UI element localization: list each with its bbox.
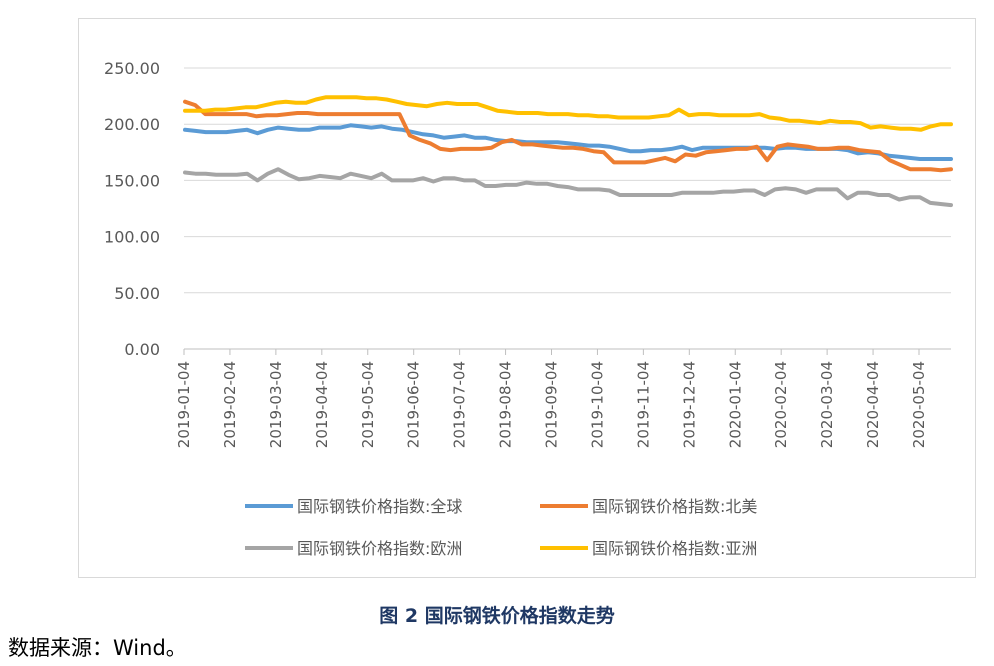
legend-item-2: 国际钢铁价格指数:欧洲 xyxy=(245,539,462,558)
y-tick-label: 200.00 xyxy=(104,115,160,134)
x-tick-label: 2019-09-04 xyxy=(543,361,561,448)
x-tick-label: 2019-02-04 xyxy=(221,361,239,448)
axes: 0.00 50.00 100.00 150.00 200.00 250.00 2019-01… xyxy=(104,59,951,448)
x-tick-label: 2019-05-04 xyxy=(359,361,377,448)
x-tick-label: 2019-01-04 xyxy=(175,361,193,448)
source-note: 数据来源：Wind。 xyxy=(8,636,187,660)
series-lines xyxy=(183,95,953,208)
legend-item-0: 国际钢铁价格指数:全球 xyxy=(245,497,462,516)
x-tick-label: 2020-05-04 xyxy=(910,361,928,448)
y-tick-label: 100.00 xyxy=(104,228,160,247)
x-tick-label: 2019-08-04 xyxy=(497,361,515,448)
x-tick-label: 2020-02-04 xyxy=(772,361,790,448)
series-line-0 xyxy=(183,123,953,161)
series-line-2 xyxy=(183,167,953,208)
legend-item-1: 国际钢铁价格指数:北美 xyxy=(540,497,757,516)
y-tick-label: 50.00 xyxy=(114,284,160,303)
figure-caption: 图 2 国际钢铁价格指数走势 xyxy=(379,605,615,627)
legend-item-3: 国际钢铁价格指数:亚洲 xyxy=(540,539,757,558)
series-line-3 xyxy=(183,95,953,132)
x-tick-label: 2020-03-04 xyxy=(818,361,836,448)
legend-label: 国际钢铁价格指数:亚洲 xyxy=(592,539,757,558)
legend-label: 国际钢铁价格指数:欧洲 xyxy=(297,539,462,558)
x-tick-label: 2019-07-04 xyxy=(451,361,469,448)
x-tick-label: 2020-04-04 xyxy=(864,361,882,448)
x-tick-label: 2019-03-04 xyxy=(267,361,285,448)
x-tick-label: 2019-12-04 xyxy=(680,361,698,448)
legend-label: 国际钢铁价格指数:全球 xyxy=(297,497,462,516)
series-line-1 xyxy=(183,99,953,173)
legend-label: 国际钢铁价格指数:北美 xyxy=(592,497,757,516)
chart-frame: 0.00 50.00 100.00 150.00 200.00 250.00 2019-01… xyxy=(78,18,976,578)
y-tick-label: 250.00 xyxy=(104,59,160,78)
x-tick-label: 2019-10-04 xyxy=(588,361,606,448)
x-tick-label: 2019-11-04 xyxy=(634,361,652,448)
y-tick-label: 0.00 xyxy=(124,340,160,359)
x-tick-label: 2019-04-04 xyxy=(313,361,331,448)
gridlines xyxy=(184,67,951,350)
steel-price-index-chart: 0.00 50.00 100.00 150.00 200.00 250.00 2019-01… xyxy=(104,59,953,558)
x-tick-label: 2020-01-04 xyxy=(726,361,744,448)
y-tick-label: 150.00 xyxy=(104,171,160,190)
x-tick-label: 2019-06-04 xyxy=(405,361,423,448)
